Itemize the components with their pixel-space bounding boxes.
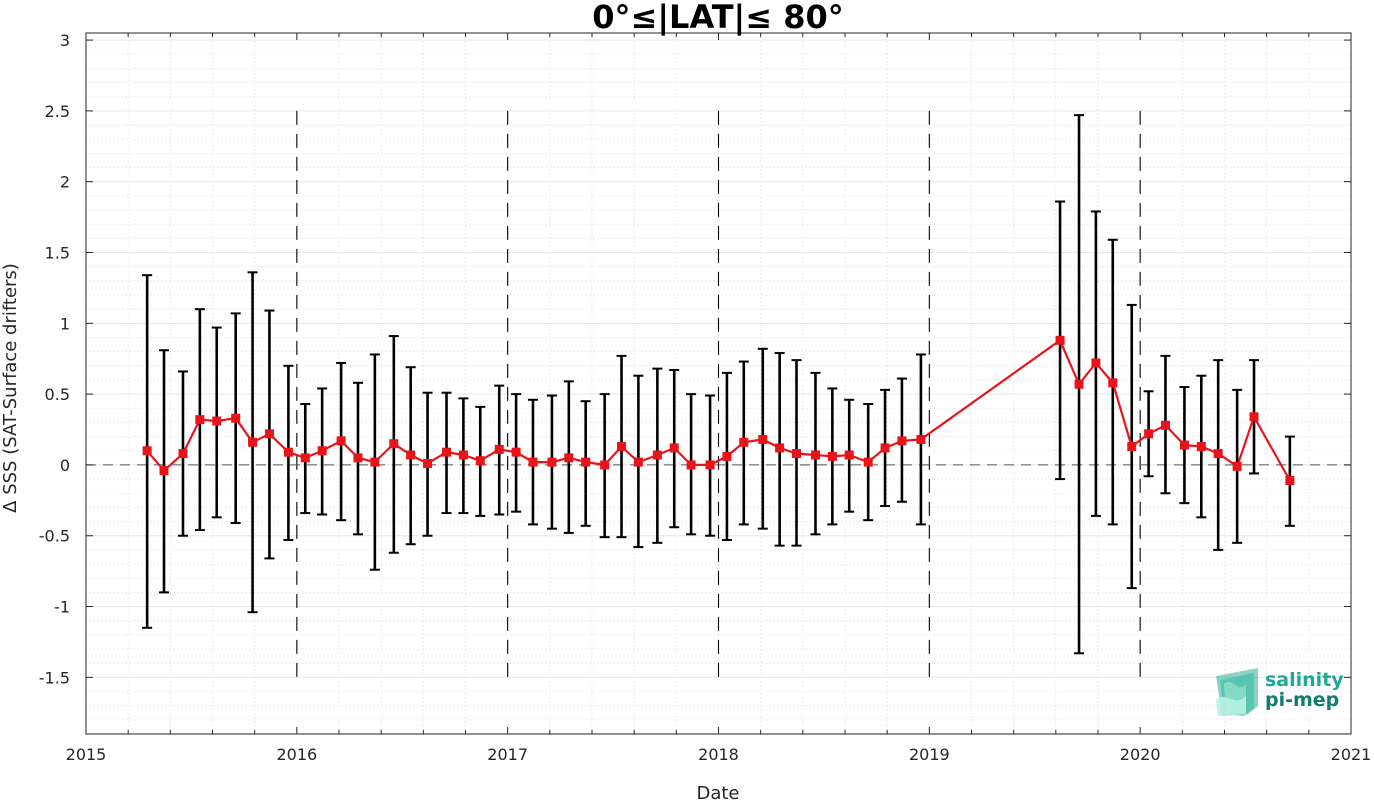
x-tick-label: 2020 <box>1120 745 1161 764</box>
data-point-marker <box>652 450 662 460</box>
data-point-marker <box>722 451 732 461</box>
x-tick-label: 2018 <box>698 745 739 764</box>
data-point-marker <box>1127 442 1137 452</box>
y-tick-label: 2 <box>60 173 70 192</box>
year-boundary-lines <box>296 110 1141 678</box>
x-tick-labels: 2015 2016 2017 2018 2019 2020 2021 <box>66 745 1372 764</box>
data-point-marker <box>844 450 854 460</box>
y-tick-label: 2.5 <box>45 102 70 121</box>
x-axis-label: Date <box>696 783 739 801</box>
data-point-marker <box>564 453 574 463</box>
data-point-marker <box>336 436 346 446</box>
data-point-marker <box>1055 335 1065 345</box>
data-point-marker <box>739 437 749 447</box>
data-point-marker <box>1285 476 1295 486</box>
data-point-marker <box>705 460 715 470</box>
data-point-marker <box>1213 449 1223 459</box>
data-point-marker <box>283 447 293 457</box>
data-point-marker <box>370 457 380 467</box>
y-tick-label: 3 <box>60 31 70 50</box>
data-point-marker <box>1160 420 1170 430</box>
x-tick-label: 2015 <box>66 745 107 764</box>
data-point-marker <box>511 447 521 457</box>
data-point-marker <box>792 449 802 459</box>
x-tick-label: 2016 <box>276 745 317 764</box>
data-point-marker <box>1074 379 1084 389</box>
data-point-marker <box>442 447 452 457</box>
salinity-pi-mep-logo: salinity pi-mep <box>1216 668 1344 716</box>
y-tick-label: 1 <box>60 314 70 333</box>
x-tick-label: 2021 <box>1331 745 1372 764</box>
data-point-marker <box>1091 358 1101 368</box>
data-point-marker <box>1144 429 1154 439</box>
x-tick-label: 2017 <box>487 745 528 764</box>
data-point-marker <box>775 443 785 453</box>
series-markers <box>142 335 1295 486</box>
data-point-marker <box>458 450 468 460</box>
data-point-marker <box>1249 412 1259 422</box>
data-point-marker <box>528 457 538 467</box>
chart-title: 0°≤|LAT|≤ 80° <box>592 0 843 37</box>
logo-wave-icon <box>1216 668 1258 716</box>
data-point-marker <box>231 413 241 423</box>
logo-text-pimep: pi-mep <box>1265 689 1339 711</box>
data-point-marker <box>423 459 433 469</box>
data-point-marker <box>212 416 222 426</box>
data-point-marker <box>600 460 610 470</box>
y-tick-label: 0.5 <box>45 385 70 404</box>
y-tick-label: -1.5 <box>39 668 70 687</box>
data-point-marker <box>494 444 504 454</box>
data-point-marker <box>669 443 679 453</box>
series-line <box>146 338 1291 482</box>
data-point-marker <box>1232 461 1242 471</box>
data-point-marker <box>827 451 837 461</box>
data-point-marker <box>195 415 205 425</box>
data-point-marker <box>880 443 890 453</box>
y-tick-label: -0.5 <box>39 527 70 546</box>
data-point-marker <box>406 450 416 460</box>
data-point-marker <box>1179 440 1189 450</box>
data-point-marker <box>1108 378 1118 388</box>
data-point-marker <box>581 457 591 467</box>
data-point-marker <box>633 457 643 467</box>
data-point-marker <box>863 457 873 467</box>
data-point-marker <box>1196 442 1206 452</box>
axis-ticks <box>85 33 1352 734</box>
data-point-marker <box>159 466 169 476</box>
data-point-marker <box>142 446 152 456</box>
data-point-marker <box>547 457 557 467</box>
data-point-marker <box>178 449 188 459</box>
data-point-marker <box>916 434 926 444</box>
x-tick-label: 2019 <box>909 745 950 764</box>
data-point-marker <box>353 453 363 463</box>
data-point-marker <box>686 460 696 470</box>
plot-frame <box>85 32 1352 735</box>
logo-text-salinity: salinity <box>1265 669 1344 691</box>
data-point-marker <box>758 434 768 444</box>
data-point-marker <box>475 456 485 466</box>
data-point-marker <box>248 437 258 447</box>
data-point-marker <box>389 439 399 449</box>
y-tick-labels: 3 2.5 2 1.5 1 0.5 0 -0.5 -1 -1.5 <box>39 31 70 687</box>
y-tick-label: 0 <box>60 456 70 475</box>
y-axis-label: Δ SSS (SAT-Surface drifters) <box>0 263 21 513</box>
data-point-marker <box>897 436 907 446</box>
data-point-marker <box>300 453 310 463</box>
y-tick-label: 1.5 <box>45 244 70 263</box>
data-point-marker <box>810 450 820 460</box>
data-point-marker <box>264 429 274 439</box>
data-point-marker <box>617 442 627 452</box>
y-tick-label: -1 <box>54 598 70 617</box>
data-point-marker <box>317 446 327 456</box>
